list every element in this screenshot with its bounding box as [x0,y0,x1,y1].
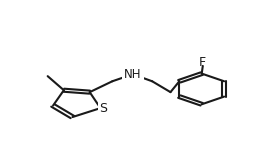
Text: S: S [99,102,107,115]
Text: NH: NH [124,68,142,81]
Text: F: F [199,56,206,69]
